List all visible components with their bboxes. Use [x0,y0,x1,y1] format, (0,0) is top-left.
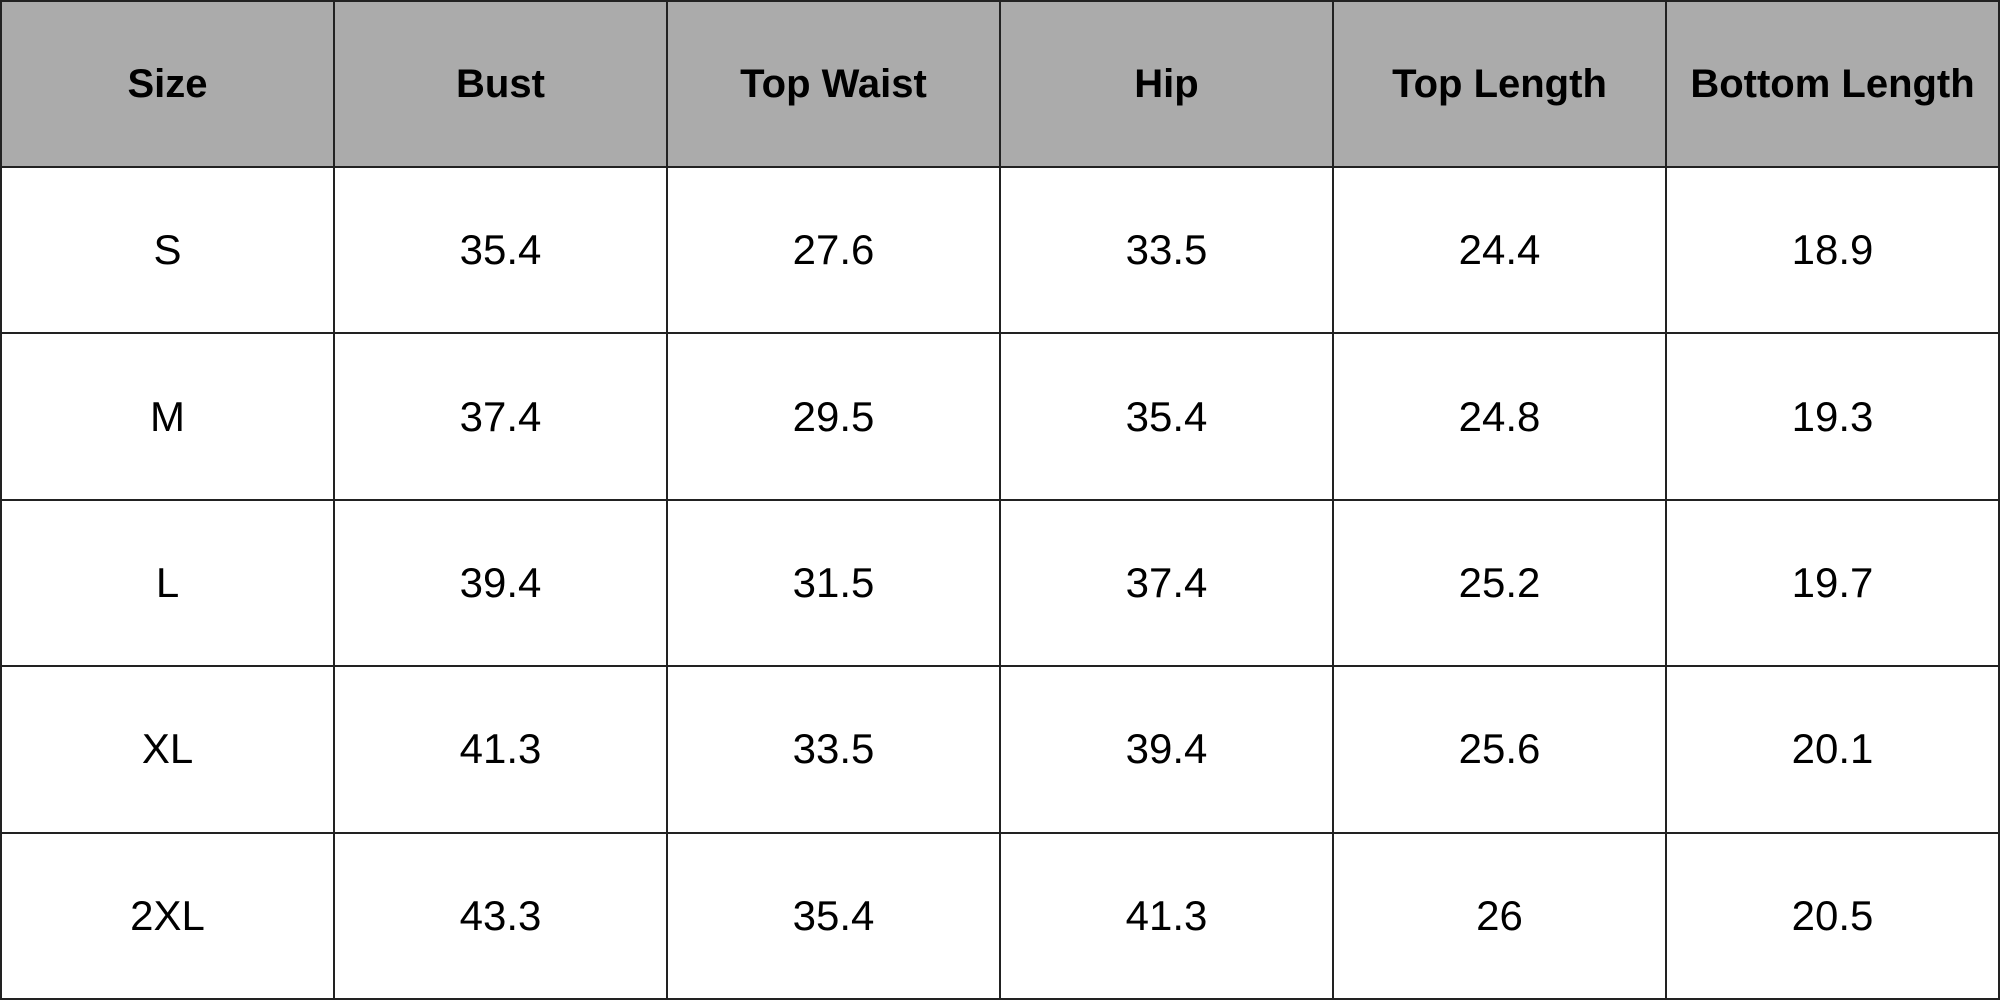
table-cell: 41.3 [999,831,1334,1000]
table-cell: 37.4 [333,332,668,501]
header-cell: Bottom Length [1665,0,2000,168]
table-cell: 20.1 [1665,665,2000,834]
table-cell: 19.3 [1665,332,2000,501]
table-cell: 20.5 [1665,831,2000,1000]
table-row: XL 41.3 33.5 39.4 25.6 20.1 [0,665,2000,834]
table-cell: 25.2 [1332,498,1667,668]
table-cell: 19.7 [1665,498,2000,668]
table-cell: S [0,165,335,335]
table-cell: 31.5 [666,498,1001,668]
table-row: L 39.4 31.5 37.4 25.2 19.7 [0,498,2000,668]
header-cell: Hip [999,0,1334,168]
table-cell: 18.9 [1665,165,2000,335]
table-cell: 33.5 [999,165,1334,335]
header-cell: Top Waist [666,0,1001,168]
table-body: S 35.4 27.6 33.5 24.4 18.9 M 37.4 29.5 35.4 24.8 19… [0,165,2000,1000]
header-row: Size Bust Top Waist Hip Top Length Bottom Len… [0,0,2000,168]
table-cell: 2XL [0,831,335,1000]
header-cell: Top Length [1332,0,1667,168]
table-cell: 41.3 [333,665,668,834]
table-cell: 24.4 [1332,165,1667,335]
table-cell: 33.5 [666,665,1001,834]
table-row: S 35.4 27.6 33.5 24.4 18.9 [0,165,2000,335]
table-cell: XL [0,665,335,834]
table-cell: 25.6 [1332,665,1667,834]
table-cell: 35.4 [333,165,668,335]
table-cell: 39.4 [999,665,1334,834]
table-cell: 39.4 [333,498,668,668]
table-header: Size Bust Top Waist Hip Top Length Bottom Len… [0,0,2000,168]
table-cell: M [0,332,335,501]
table-row: 2XL 43.3 35.4 41.3 26 20.5 [0,831,2000,1000]
table-cell: 29.5 [666,332,1001,501]
table-cell: 26 [1332,831,1667,1000]
table-cell: 37.4 [999,498,1334,668]
table-cell: 35.4 [666,831,1001,1000]
table-cell: 35.4 [999,332,1334,501]
header-cell: Bust [333,0,668,168]
table-cell: 27.6 [666,165,1001,335]
header-cell: Size [0,0,335,168]
table-cell: 43.3 [333,831,668,1000]
table-row: M 37.4 29.5 35.4 24.8 19.3 [0,332,2000,501]
table-cell: L [0,498,335,668]
table-cell: 24.8 [1332,332,1667,501]
